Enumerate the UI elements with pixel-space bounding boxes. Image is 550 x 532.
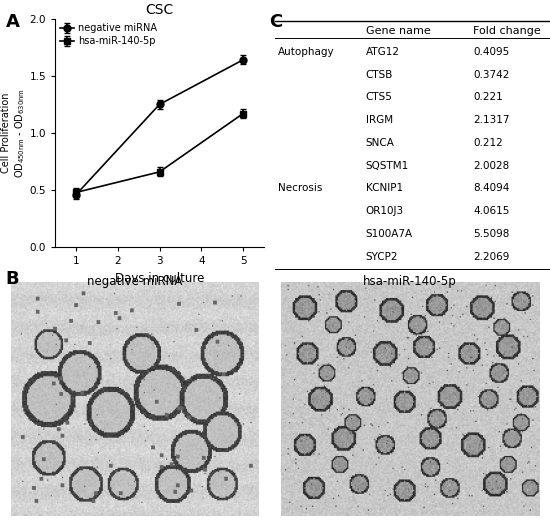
Text: C: C: [270, 13, 283, 31]
Text: B: B: [6, 270, 19, 288]
Text: ATG12: ATG12: [366, 47, 400, 57]
Text: SYCP2: SYCP2: [366, 252, 398, 262]
Text: CTS5: CTS5: [366, 93, 393, 103]
Text: 5.5098: 5.5098: [473, 229, 509, 239]
Y-axis label: Cell Proliferation
$\mathregular{OD_{450nm}}$ - $\mathregular{OD_{630nm}}$: Cell Proliferation $\mathregular{OD_{450…: [1, 88, 26, 178]
Text: A: A: [6, 13, 19, 31]
Text: S100A7A: S100A7A: [366, 229, 413, 239]
Text: 0.221: 0.221: [473, 93, 503, 103]
Title: CSC: CSC: [145, 3, 174, 18]
Text: 0.212: 0.212: [473, 138, 503, 148]
Text: CTSB: CTSB: [366, 70, 393, 80]
Text: hsa-miR-140-5p: hsa-miR-140-5p: [363, 275, 456, 288]
Text: 0.4095: 0.4095: [473, 47, 509, 57]
Text: 2.1317: 2.1317: [473, 115, 509, 125]
Text: 4.0615: 4.0615: [473, 206, 509, 216]
Text: KCNIP1: KCNIP1: [366, 184, 403, 194]
Text: negative miRNA: negative miRNA: [87, 275, 183, 288]
Text: Necrosis: Necrosis: [278, 184, 322, 194]
Text: 2.0028: 2.0028: [473, 161, 509, 171]
Text: 8.4094: 8.4094: [473, 184, 509, 194]
Text: Gene name: Gene name: [366, 26, 431, 36]
Text: Fold change: Fold change: [473, 26, 541, 36]
X-axis label: Days in culture: Days in culture: [115, 272, 204, 285]
Text: OR10J3: OR10J3: [366, 206, 404, 216]
Legend: negative miRNA, hsa-miR-140-5p: negative miRNA, hsa-miR-140-5p: [60, 23, 157, 46]
Text: SNCA: SNCA: [366, 138, 395, 148]
Text: Autophagy: Autophagy: [278, 47, 334, 57]
Text: 2.2069: 2.2069: [473, 252, 509, 262]
Text: IRGM: IRGM: [366, 115, 393, 125]
Text: SQSTM1: SQSTM1: [366, 161, 409, 171]
Text: 0.3742: 0.3742: [473, 70, 509, 80]
